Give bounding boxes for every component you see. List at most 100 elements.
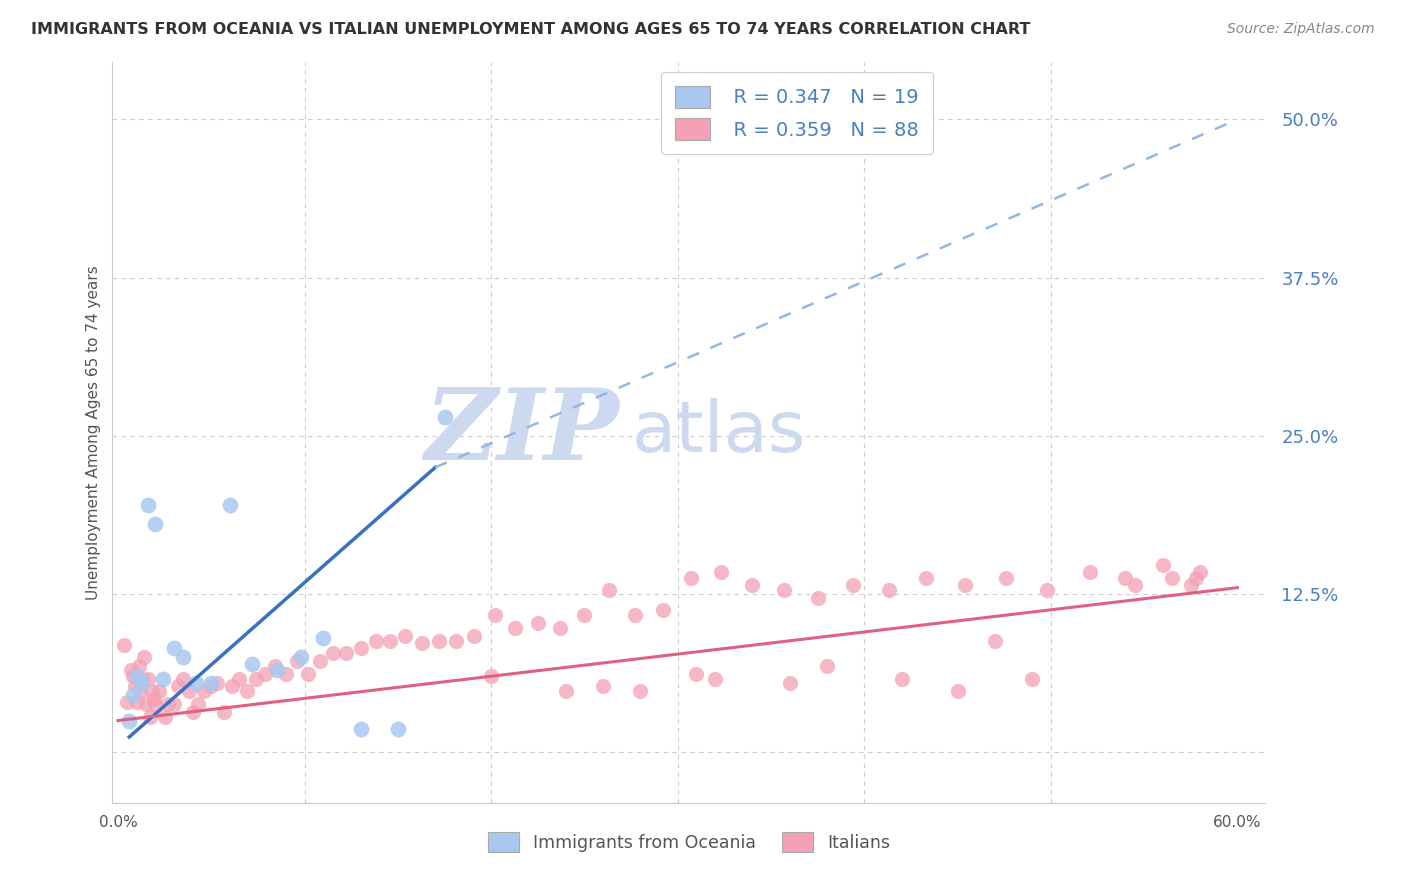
Point [1189, 566, 1212, 580]
Point [598, 583, 620, 598]
Point [444, 633, 467, 648]
Point [131, 672, 153, 686]
Point [124, 679, 146, 693]
Point [242, 657, 264, 671]
Point [152, 672, 174, 686]
Point [433, 409, 456, 424]
Point [266, 663, 288, 677]
Point [704, 672, 727, 686]
Point [1078, 566, 1101, 580]
Point [387, 723, 409, 737]
Point [136, 499, 159, 513]
Point [984, 633, 1007, 648]
Point [163, 641, 186, 656]
Point [136, 672, 159, 686]
Point [285, 654, 308, 668]
Point [181, 705, 204, 719]
Point [131, 675, 153, 690]
Point [193, 684, 215, 698]
Point [125, 694, 148, 708]
Point [145, 697, 167, 711]
Point [245, 672, 267, 686]
Point [118, 714, 141, 728]
Point [380, 633, 402, 648]
Text: IMMIGRANTS FROM OCEANIA VS ITALIAN UNEMPLOYMENT AMONG AGES 65 TO 74 YEARS CORREL: IMMIGRANTS FROM OCEANIA VS ITALIAN UNEMP… [31, 22, 1031, 37]
Point [228, 672, 250, 686]
Point [349, 723, 371, 737]
Point [117, 694, 139, 708]
Point [915, 570, 938, 584]
Point [427, 633, 450, 648]
Point [1161, 570, 1184, 584]
Point [1021, 672, 1043, 686]
Point [527, 616, 550, 631]
Point [166, 679, 188, 693]
Point [463, 629, 485, 643]
Point [187, 697, 209, 711]
Point [297, 666, 319, 681]
Point [679, 570, 702, 584]
Point [554, 684, 576, 698]
Point [505, 621, 527, 635]
Point [995, 570, 1018, 584]
Point [172, 650, 194, 665]
Point [335, 647, 357, 661]
Point [274, 666, 297, 681]
Point [411, 636, 433, 650]
Point [134, 650, 156, 665]
Point [773, 583, 796, 598]
Point [219, 499, 242, 513]
Point [308, 654, 330, 668]
Point [221, 679, 243, 693]
Text: Source: ZipAtlas.com: Source: ZipAtlas.com [1227, 22, 1375, 37]
Text: atlas: atlas [631, 398, 806, 467]
Point [141, 684, 163, 698]
Point [163, 697, 186, 711]
Point [153, 710, 176, 724]
Point [741, 578, 763, 592]
Point [349, 641, 371, 656]
Point [200, 675, 222, 690]
Point [263, 659, 285, 673]
Point [254, 666, 277, 681]
Point [815, 659, 838, 673]
Point [946, 684, 969, 698]
Point [214, 705, 236, 719]
Point [953, 578, 976, 592]
Point [142, 692, 165, 706]
Point [112, 638, 135, 652]
Point [1152, 558, 1174, 572]
Point [1185, 570, 1208, 584]
Point [842, 578, 865, 592]
Point [236, 684, 259, 698]
Point [205, 675, 228, 690]
Point [177, 684, 200, 698]
Point [592, 679, 614, 693]
Point [624, 608, 647, 623]
Point [364, 633, 387, 648]
Point [1036, 583, 1059, 598]
Point [122, 688, 145, 702]
Point [1180, 578, 1202, 592]
Point [122, 669, 145, 683]
Point [148, 684, 170, 698]
Point [548, 621, 571, 635]
Point [312, 632, 335, 646]
Point [186, 675, 208, 690]
Point [290, 650, 312, 665]
Point [779, 675, 801, 690]
Point [139, 710, 162, 724]
Point [651, 603, 673, 617]
Point [710, 566, 733, 580]
Point [125, 669, 148, 683]
Point [630, 684, 652, 698]
Point [574, 608, 596, 623]
Point [1123, 578, 1146, 592]
Point [157, 697, 180, 711]
Point [394, 629, 416, 643]
Text: ZIP: ZIP [425, 384, 620, 481]
Point [128, 659, 150, 673]
Point [322, 647, 344, 661]
Point [120, 663, 142, 677]
Point [129, 684, 152, 698]
